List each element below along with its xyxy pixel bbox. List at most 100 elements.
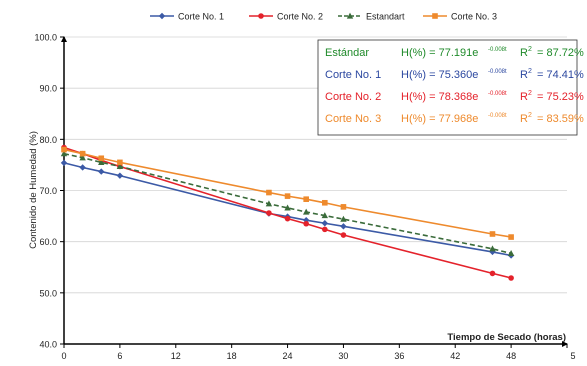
data-point: [303, 196, 309, 202]
legend-marker: [258, 13, 264, 19]
legend-label: Corte No. 1: [178, 12, 224, 22]
data-point: [340, 232, 347, 238]
legend-label: Corte No. 3: [451, 12, 497, 22]
data-point: [321, 220, 329, 227]
r2-superscript: 2: [528, 46, 532, 53]
data-point: [302, 208, 310, 215]
legend-label: Corte No. 2: [277, 12, 323, 22]
data-point: [507, 250, 515, 257]
data-point: [340, 223, 347, 230]
data-point: [340, 215, 347, 222]
r2-value: = 87.72%: [537, 47, 584, 59]
series-line: [63, 146, 512, 279]
data-point: [322, 199, 328, 206]
x-tick-label: 42: [450, 351, 460, 361]
y-axis-label: Contenido de Humedad (%): [28, 131, 39, 249]
equation-row: Corte No. 1 H(%) = 75.360e -0.008t R 2 = 74.4…: [325, 68, 584, 81]
data-point: [303, 220, 309, 227]
equation-exponent: -0.008t: [488, 113, 507, 119]
data-point: [98, 155, 105, 162]
data-point: [116, 172, 124, 179]
equation-row: Corte No. 3 H(%) = 77.968e -0.008t R 2 = 83.5…: [325, 112, 584, 125]
x-tick-label: 36: [394, 351, 404, 361]
equation-label: Corte No. 2: [325, 91, 381, 103]
x-tick-label: 24: [283, 351, 293, 361]
equation-label: Estándar: [325, 47, 369, 59]
r2-value: = 75.23%: [537, 91, 584, 103]
y-tick-label: 100.0: [34, 33, 57, 43]
data-point: [322, 226, 328, 233]
r2-value: = 83.59%: [537, 113, 584, 125]
y-tick-label: 70.0: [39, 186, 57, 196]
data-point: [117, 159, 123, 166]
series-estandart: [60, 150, 515, 257]
equation-label: Corte No. 3: [325, 113, 381, 125]
series-line: [63, 152, 512, 255]
equation-box-frame: [317, 39, 578, 136]
data-point: [340, 204, 347, 210]
equation-row: Estándar H(%) = 77.191e -0.008t R 2 = 87.72%: [325, 46, 584, 59]
equation-exponent: -0.008t: [488, 91, 507, 97]
equation-formula: H(%) = 77.191e: [401, 47, 478, 59]
equation-row: Corte No. 2 H(%) = 78.368e -0.008t R 2 = 75.2…: [325, 90, 584, 103]
legend-item: Corte No. 2: [249, 12, 323, 22]
data-point: [508, 234, 514, 240]
data-point: [489, 270, 496, 277]
equation-formula: H(%) = 77.968e: [401, 113, 478, 125]
data-point: [265, 200, 273, 207]
legend-item: Corte No. 1: [150, 12, 224, 22]
data-point: [98, 168, 105, 175]
legend-marker: [158, 12, 166, 20]
x-tick-label: 0: [61, 351, 66, 361]
data-point: [98, 158, 105, 165]
data-point: [79, 150, 86, 157]
y-tick-label: 80.0: [39, 135, 57, 145]
data-point: [489, 231, 496, 237]
data-point: [60, 159, 68, 167]
legend: Corte No. 1 Corte No. 2 Estandart Corte No.…: [150, 12, 497, 22]
r2-value: = 74.41%: [537, 69, 584, 81]
data-point: [79, 154, 86, 161]
series-group: [60, 144, 515, 281]
data-point: [61, 146, 67, 153]
equation-formula: H(%) = 78.368e: [401, 91, 478, 103]
r2-symbol: R: [520, 47, 528, 59]
x-tick-label: 5: [570, 351, 575, 361]
x-axis-arrow: [562, 341, 568, 347]
r2-superscript: 2: [528, 90, 532, 97]
equation-formula: H(%) = 75.360e: [401, 69, 478, 81]
y-axis-arrow: [61, 36, 67, 42]
legend-label: Estandart: [366, 12, 405, 22]
data-point: [266, 210, 272, 216]
equation-label: Corte No. 1: [325, 69, 381, 81]
data-point: [266, 189, 272, 196]
data-point: [116, 163, 124, 170]
x-tick-label: 30: [338, 351, 348, 361]
data-point: [508, 275, 514, 281]
x-tick-label: 12: [171, 351, 181, 361]
x-tick-label: 6: [117, 351, 122, 361]
r2-symbol: R: [520, 69, 528, 81]
r2-symbol: R: [520, 91, 528, 103]
axes: 40.0 50.0 60.0 70.0 80.0 90.0 100.0 0 6 12 18 24 30 3…: [34, 33, 575, 362]
equation-exponent: -0.008t: [488, 47, 507, 53]
r2-symbol: R: [520, 113, 528, 125]
legend-item: Corte No. 3: [423, 12, 497, 22]
r2-superscript: 2: [528, 68, 532, 75]
y-tick-label: 40.0: [39, 340, 57, 350]
legend-marker: [432, 13, 438, 19]
data-point: [79, 164, 86, 171]
legend-item: Estandart: [338, 12, 405, 22]
series-corte-no-3: [61, 146, 514, 240]
x-axis-label: Tiempo de Secado (horas): [447, 332, 566, 343]
y-tick-label: 90.0: [39, 84, 57, 94]
series-line: [63, 148, 512, 238]
series-corte-no-2: [61, 144, 514, 281]
data-point: [284, 215, 291, 222]
data-point: [284, 204, 291, 211]
r2-superscript: 2: [528, 112, 532, 119]
equation-box: Estándar H(%) = 77.191e -0.008t R 2 = 87.72%C…: [317, 39, 584, 136]
data-point: [284, 193, 291, 199]
